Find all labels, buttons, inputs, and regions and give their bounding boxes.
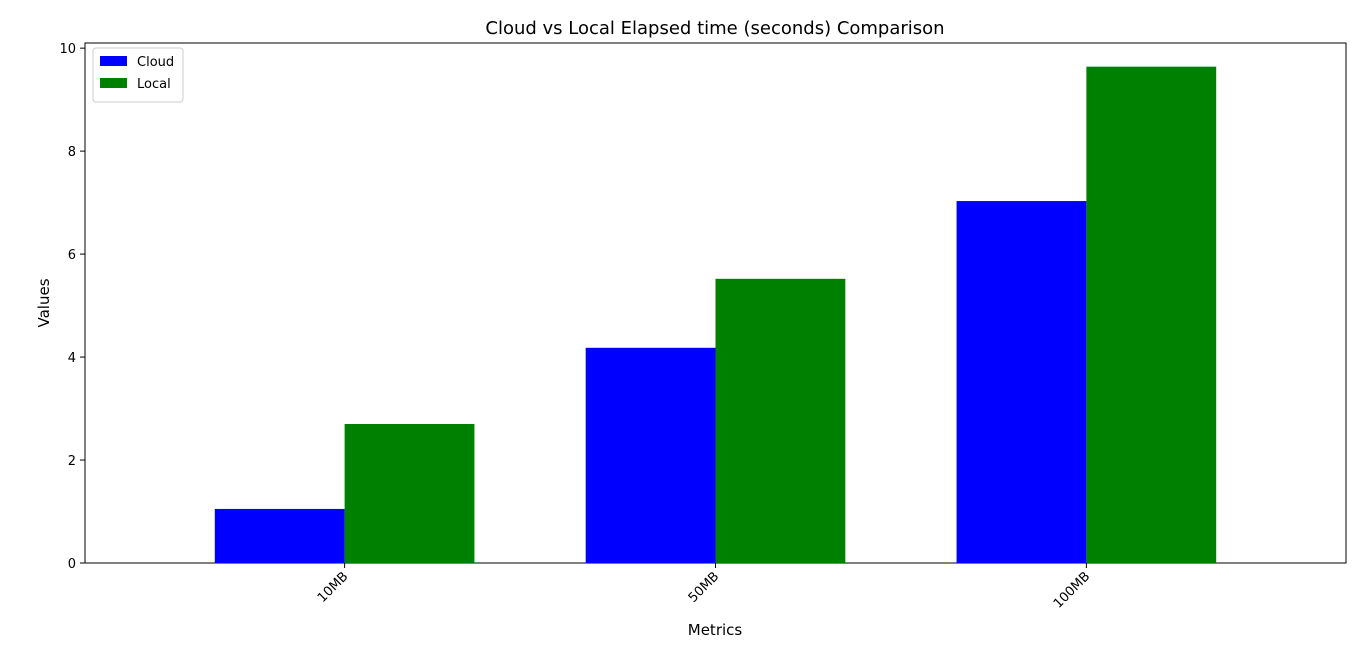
bar-cloud-10mb <box>214 508 345 563</box>
legend: Cloud Local <box>92 47 184 103</box>
bar-local-100mb <box>1086 66 1217 563</box>
x-tick-label: 10MB <box>315 569 352 606</box>
bar-local-50mb <box>715 278 846 563</box>
chart-title: Cloud vs Local Elapsed time (seconds) Co… <box>485 18 944 39</box>
y-axis-title: Values <box>35 278 53 327</box>
y-tick-label: 8 <box>68 145 76 160</box>
bars-group <box>214 66 1217 564</box>
x-axis-title: Metrics <box>688 621 743 639</box>
legend-label-cloud: Cloud <box>137 55 174 70</box>
y-tick-label: 4 <box>68 351 76 366</box>
y-axis: 0 2 4 6 8 10 <box>59 42 85 572</box>
x-tick-label: 50MB <box>686 569 723 606</box>
y-tick-label: 10 <box>59 42 76 57</box>
bar-local-10mb <box>344 423 475 563</box>
y-tick-label: 2 <box>68 454 76 469</box>
legend-swatch-local <box>100 78 127 88</box>
legend-swatch-cloud <box>100 56 127 66</box>
x-axis: 10MB 50MB 100MB <box>315 563 1093 612</box>
y-tick-label: 6 <box>68 248 76 263</box>
legend-label-local: Local <box>137 77 171 92</box>
y-tick-label: 0 <box>68 557 76 572</box>
bar-cloud-50mb <box>585 347 716 563</box>
bar-cloud-100mb <box>956 201 1087 564</box>
x-tick-label: 100MB <box>1051 569 1093 611</box>
